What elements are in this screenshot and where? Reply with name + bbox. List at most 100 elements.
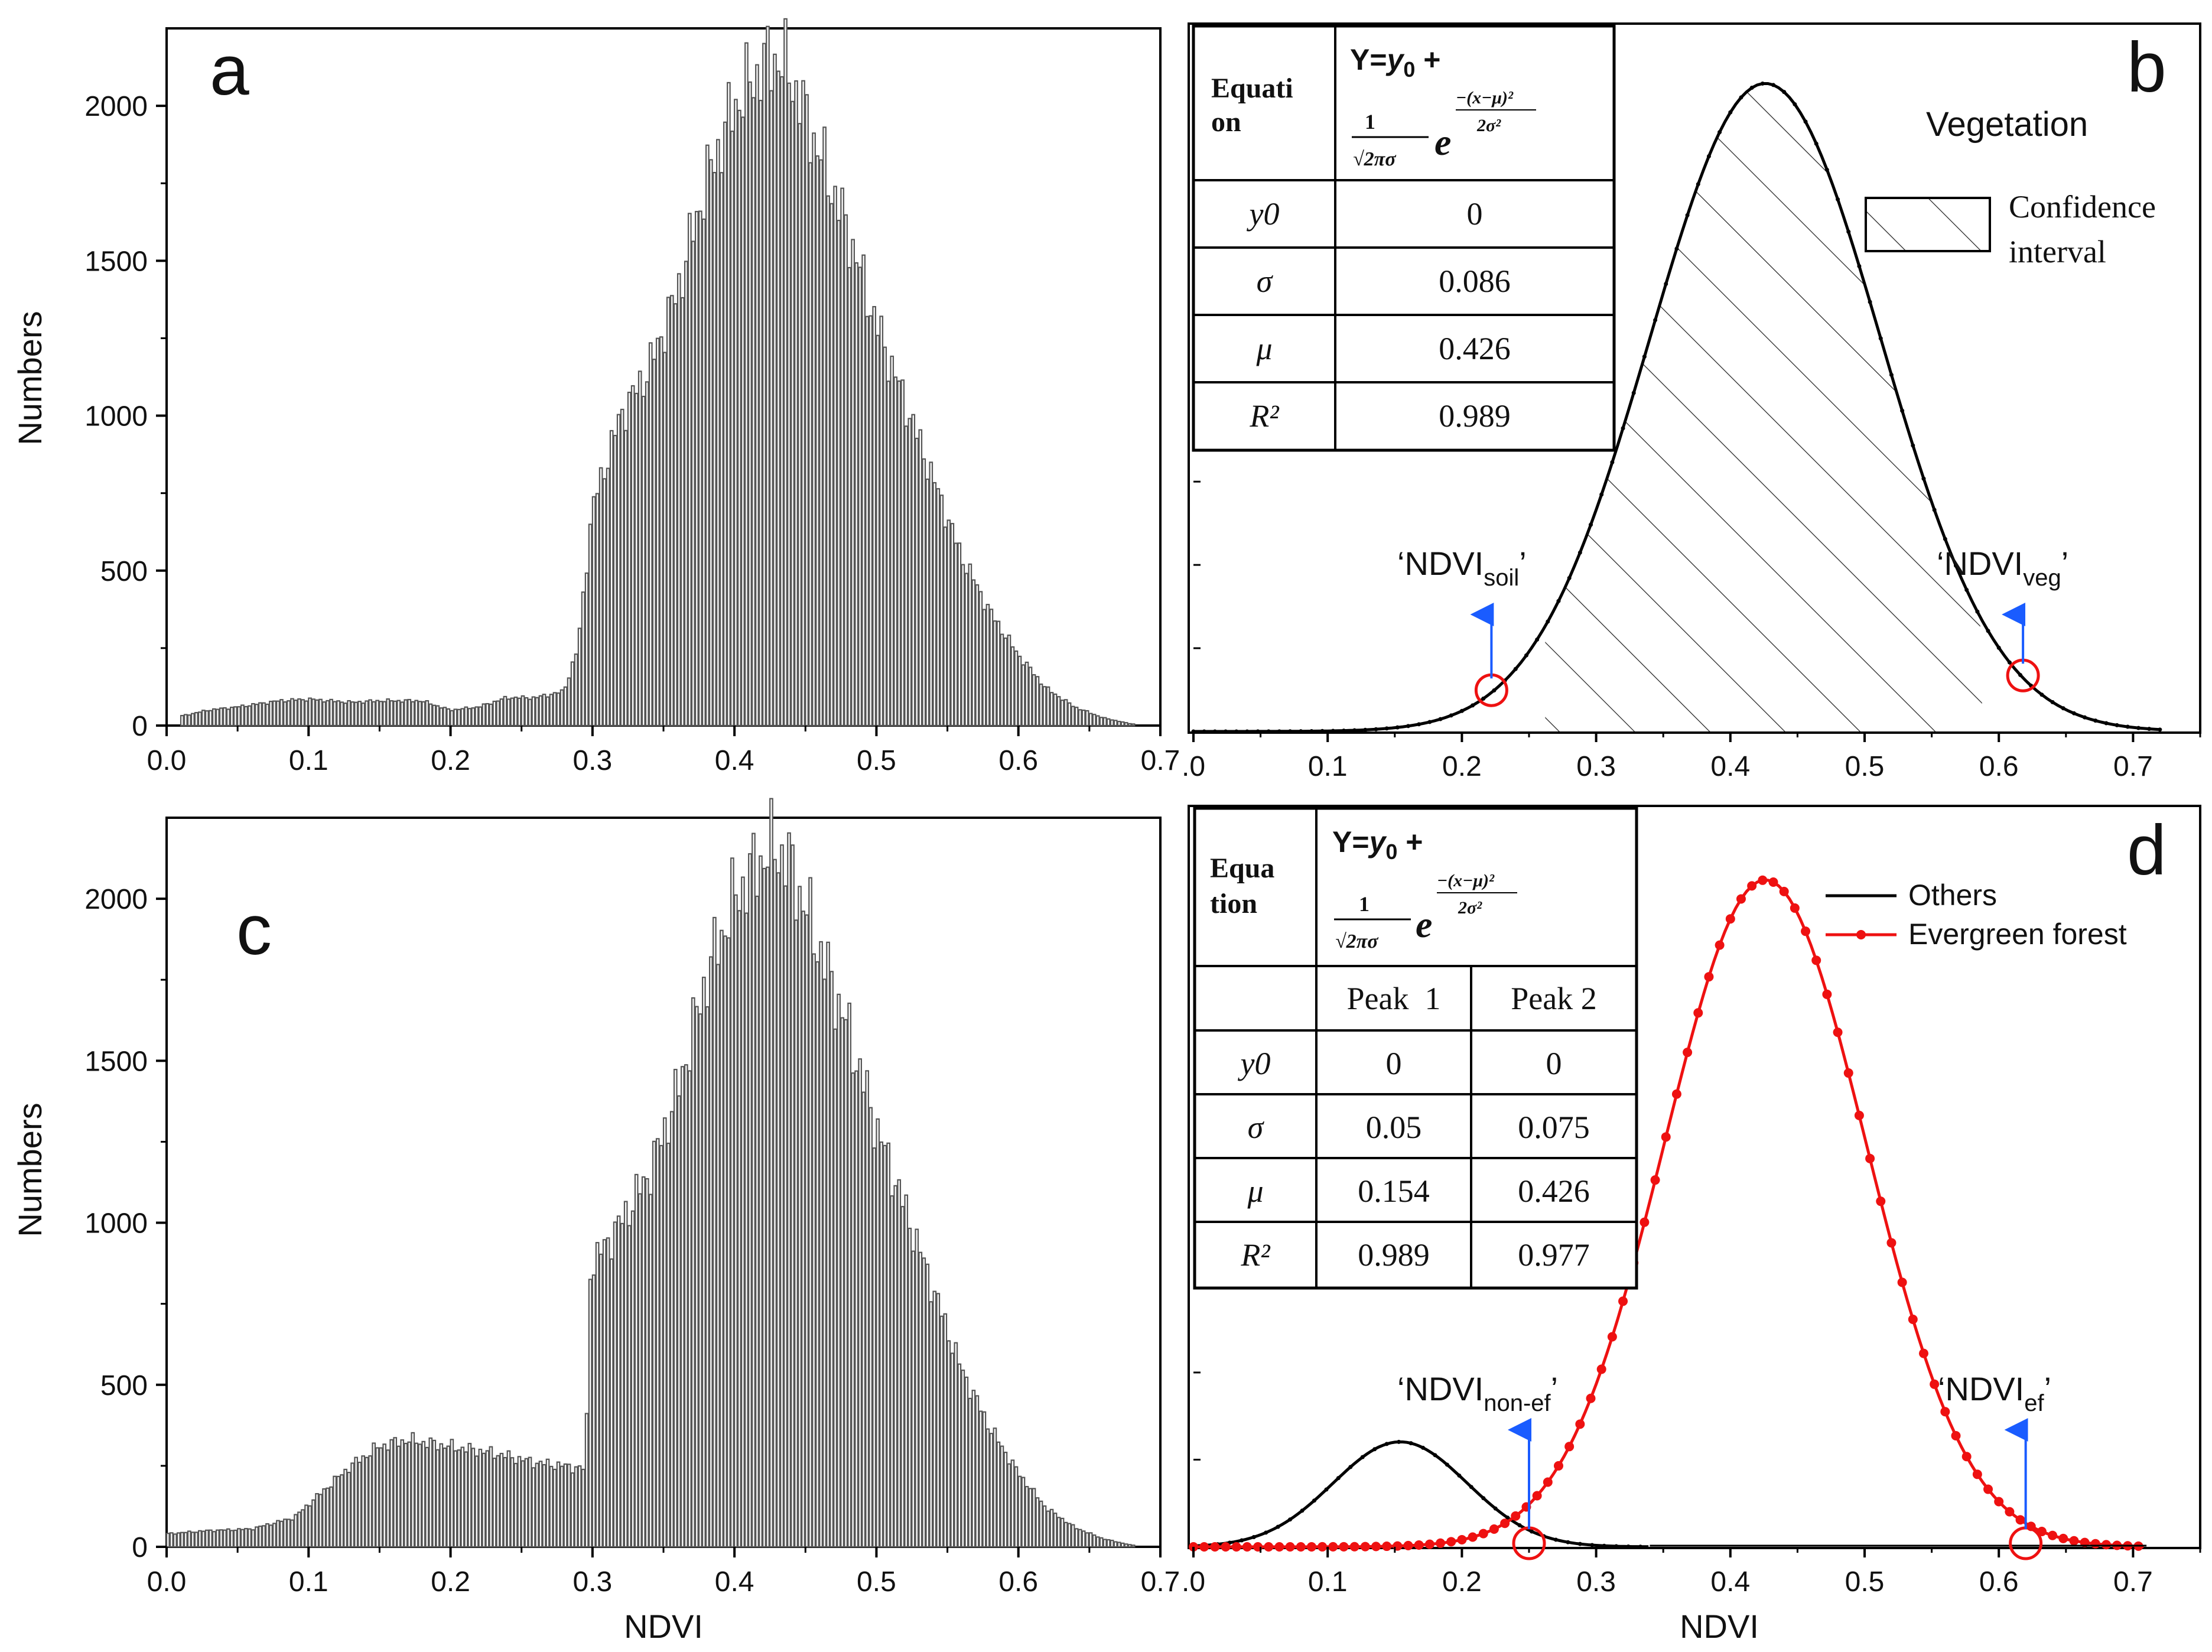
hist-bar: [240, 704, 245, 727]
vegetation-point: [2158, 727, 2162, 732]
hist-bar: [698, 210, 702, 727]
vegetation-point: [1653, 318, 1658, 323]
hist-bar: [595, 1242, 600, 1548]
hist-bar: [805, 914, 809, 1548]
hist-bar: [680, 1066, 685, 1548]
hist-bar: [386, 1449, 391, 1548]
hist-bar: [1117, 720, 1121, 727]
panel-d-curves: [1189, 875, 2147, 1552]
hist-bar: [822, 126, 827, 727]
hist-bar: [1078, 1529, 1082, 1548]
evergreen-point: [1210, 1542, 1220, 1552]
hist-bar: [308, 697, 312, 727]
hist-bar: [326, 1487, 330, 1548]
vegetation-point: [2104, 721, 2109, 726]
hist-bar: [197, 711, 202, 727]
panel-d-table-equation: Y=y0 + 1 √2πσ e −(x−μ)² 2σ²: [1332, 825, 1517, 952]
evergreen-point: [1661, 1132, 1671, 1142]
hist-bar: [1063, 1521, 1068, 1548]
hist-bar: [879, 1141, 884, 1548]
hist-bar: [552, 1468, 557, 1548]
hist-bar: [230, 1530, 234, 1548]
hist-bar: [471, 707, 476, 727]
hist-bar: [1106, 1539, 1111, 1548]
y-tick-label: 1500: [84, 246, 148, 277]
hist-bar: [783, 18, 788, 727]
vegetation-point: [1846, 229, 1851, 234]
hist-bar: [630, 385, 635, 727]
hist-bar: [294, 1514, 298, 1548]
vegetation-point: [1857, 264, 1862, 268]
evergreen-point: [1371, 1542, 1381, 1552]
vegetation-point: [1577, 550, 1582, 555]
x-tick-label: 0.2: [431, 1566, 470, 1598]
evergreen-point: [1242, 1542, 1252, 1552]
others-point: [1553, 1537, 1558, 1542]
hist-bar: [517, 697, 522, 727]
hist-bar: [183, 1531, 188, 1548]
evergreen-point: [2015, 1515, 2025, 1525]
hist-bar: [1021, 1477, 1026, 1548]
hist-bar: [932, 1290, 937, 1548]
hist-bar: [467, 708, 472, 727]
hist-bar: [620, 1222, 624, 1548]
hist-bar: [886, 1142, 891, 1548]
hist-bar: [939, 1315, 944, 1548]
hist-bar: [375, 700, 380, 727]
hist-bar: [957, 1363, 962, 1548]
hist-bar: [1106, 718, 1111, 727]
vegetation-point: [1255, 729, 1260, 734]
hist-bar: [943, 1313, 948, 1548]
vegetation-point: [1481, 696, 1486, 701]
hist-bar: [208, 710, 213, 727]
hist-bar: [673, 1069, 678, 1548]
evergreen-point: [2058, 1533, 2068, 1543]
evergreen-point: [1972, 1469, 1982, 1479]
hist-bar: [1003, 638, 1008, 727]
evergreen-point: [1930, 1379, 1940, 1389]
hist-bar: [1039, 1500, 1043, 1548]
hist-bar: [798, 886, 802, 1548]
evergreen-point: [1618, 1296, 1628, 1306]
hist-bar: [1092, 714, 1097, 727]
hist-bar: [669, 1111, 674, 1548]
hist-bar: [318, 1494, 323, 1548]
hist-bar: [645, 1178, 649, 1548]
hist-bar: [1010, 1459, 1015, 1548]
x-tick-label: 0.5: [857, 745, 896, 776]
hist-bar: [840, 187, 844, 727]
hist-bar: [513, 696, 518, 727]
hist-bar: [301, 1509, 305, 1548]
hist-bar: [556, 692, 561, 727]
evergreen-point: [1994, 1497, 2004, 1507]
hist-bar: [283, 701, 287, 727]
evergreen-point: [1264, 1542, 1274, 1552]
hist-bar: [357, 701, 362, 727]
hist-bar: [396, 1445, 401, 1548]
panel-d: .0 0.1 0.2 0.3 0.4 0.5 0.6 0.7 NDVI d Others Ev…: [1182, 805, 2201, 1645]
hist-bar: [865, 1070, 870, 1548]
hist-bar: [485, 1450, 490, 1548]
vegetation-point: [1234, 729, 1239, 734]
panel-d-table: Equa tion Y=y0 + 1 √2πσ e −(x−μ)² 2σ² Pe…: [1193, 807, 1638, 1290]
hist-bar: [194, 712, 199, 727]
others-point: [1300, 1508, 1305, 1513]
hist-bar: [741, 876, 745, 1548]
hist-bar: [1063, 699, 1068, 727]
hist-bar: [634, 1173, 639, 1548]
hist-bar: [961, 564, 965, 727]
hist-bar: [766, 25, 770, 727]
hist-bar: [861, 1091, 866, 1548]
hist-bar: [453, 1450, 458, 1548]
hist-bar: [975, 1395, 980, 1548]
others-point: [1433, 1453, 1437, 1458]
vegetation-point: [1363, 727, 1368, 732]
panel-d-table-rows: y0 0 0 σ 0.05 0.075 μ 0.154 0.426 R² 0.989 0.977: [1238, 1046, 1590, 1273]
hist-bar: [606, 467, 610, 727]
hist-bar: [354, 701, 358, 727]
hist-bar: [340, 1474, 344, 1548]
panel-b-table-param: y0: [1247, 196, 1280, 232]
hist-bar: [333, 701, 337, 727]
hist-bar: [961, 1370, 965, 1548]
hist-bar: [326, 700, 330, 727]
